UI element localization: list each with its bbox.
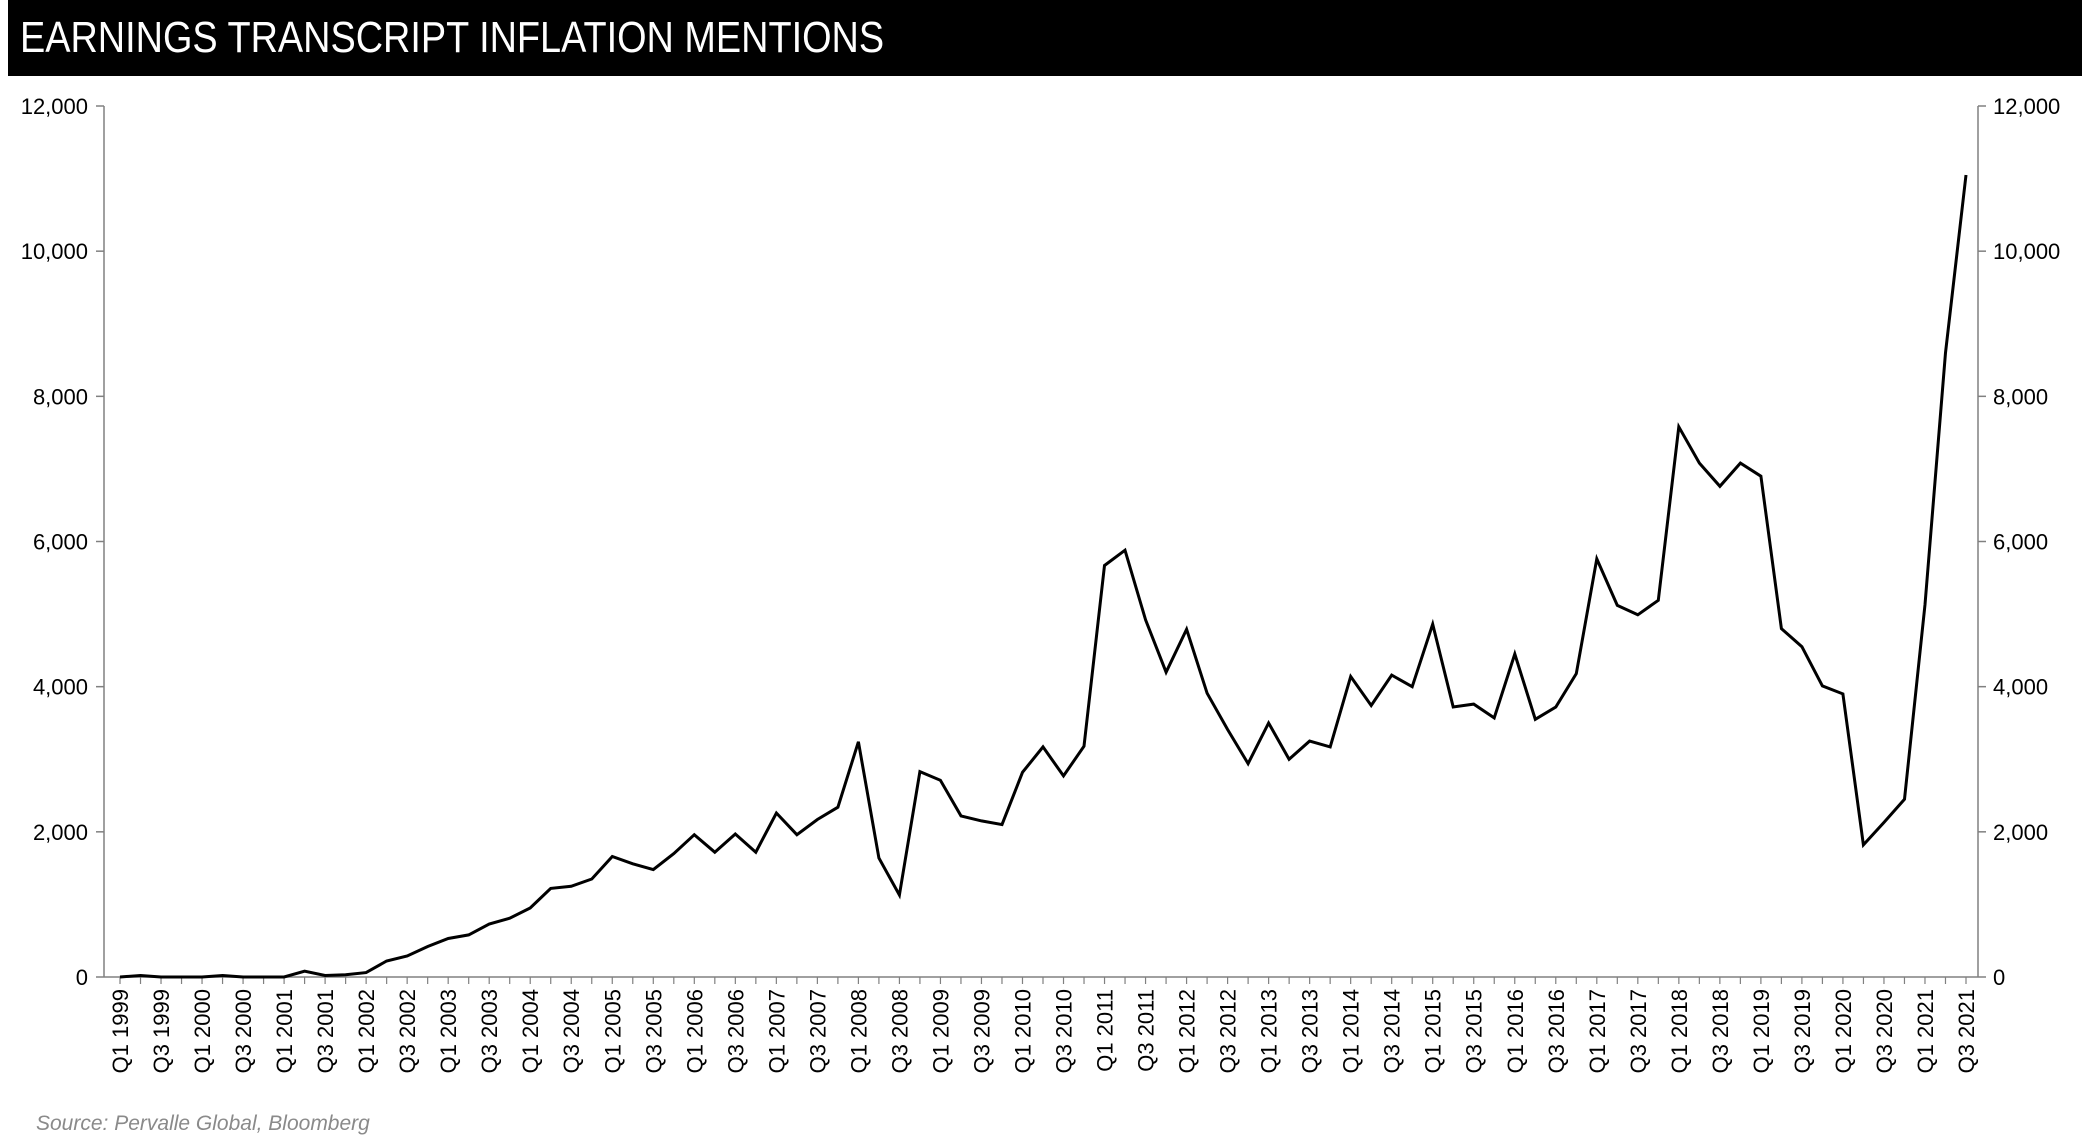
x-tick-label: Q1 2017 (1585, 989, 1610, 1073)
x-tick-label: Q3 2014 (1380, 989, 1405, 1073)
y-tick-label-right: 2,000 (1993, 820, 2048, 845)
x-tick-label: Q3 2003 (477, 989, 502, 1073)
y-tick-label-left: 0 (76, 965, 88, 990)
x-tick-label: Q1 2001 (272, 989, 297, 1073)
y-tick-label-left: 6,000 (33, 530, 88, 555)
x-tick-label: Q3 2011 (1134, 989, 1159, 1072)
x-tick-label: Q3 2018 (1708, 989, 1733, 1073)
y-tick-label-right: 8,000 (1993, 384, 2048, 409)
y-tick-label-right: 12,000 (1993, 94, 2060, 119)
x-tick-label: Q1 2021 (1913, 989, 1938, 1073)
y-tick-label-left: 10,000 (21, 239, 88, 264)
x-tick-label: Q1 2008 (846, 989, 871, 1073)
x-tick-label: Q3 1999 (149, 989, 174, 1073)
x-tick-label: Q3 2010 (1052, 989, 1077, 1073)
x-tick-label: Q3 2013 (1298, 989, 1323, 1073)
x-tick-label: Q1 2009 (928, 989, 953, 1073)
x-tick-label: Q1 2003 (436, 989, 461, 1073)
source-note: Source: Pervalle Global, Bloomberg (36, 1112, 370, 1135)
x-tick-label: Q1 2020 (1831, 989, 1856, 1073)
chart-title: EARNINGS TRANSCRIPT INFLATION MENTIONS (20, 13, 885, 62)
x-tick-label: Q3 2009 (969, 989, 994, 1073)
x-tick-label: Q1 2006 (682, 989, 707, 1073)
x-tick-label: Q1 2005 (600, 989, 625, 1073)
x-tick-label: Q1 2015 (1421, 989, 1446, 1073)
y-tick-label-left: 8,000 (33, 384, 88, 409)
x-tick-label: Q3 2007 (805, 989, 830, 1073)
x-tick-label: Q1 2000 (190, 989, 215, 1073)
y-tick-label-right: 10,000 (1993, 239, 2060, 264)
x-tick-label: Q3 2006 (723, 989, 748, 1073)
y-tick-label-right: 6,000 (1993, 530, 2048, 555)
x-tick-label: Q3 2017 (1626, 989, 1651, 1073)
y-tick-label-left: 12,000 (21, 94, 88, 119)
x-tick-label: Q3 2008 (887, 989, 912, 1073)
x-tick-label: Q1 2010 (1010, 989, 1035, 1073)
x-tick-label: Q1 2018 (1667, 989, 1692, 1073)
x-tick-label: Q3 2015 (1462, 989, 1487, 1073)
y-tick-label-left: 2,000 (33, 820, 88, 845)
x-tick-label: Q3 2019 (1790, 989, 1815, 1073)
y-tick-label-right: 0 (1993, 965, 2005, 990)
x-tick-label: Q1 2007 (764, 989, 789, 1073)
x-tick-label: Q1 2011 (1093, 989, 1118, 1072)
series-line (119, 174, 1968, 979)
x-tick-label: Q3 2004 (559, 989, 584, 1073)
x-tick-label: Q1 2004 (518, 989, 543, 1073)
x-tick-label: Q1 1999 (108, 989, 133, 1073)
x-tick-label: Q1 2013 (1257, 989, 1282, 1073)
y-tick-label-left: 4,000 (33, 675, 88, 700)
x-tick-label: Q1 2012 (1175, 989, 1200, 1073)
x-tick-label: Q1 2014 (1339, 989, 1364, 1073)
x-tick-label: Q3 2000 (231, 989, 256, 1073)
x-tick-label: Q1 2016 (1503, 989, 1528, 1073)
x-tick-label: Q3 2001 (313, 989, 338, 1073)
y-tick-label-right: 4,000 (1993, 675, 2048, 700)
x-tick-label: Q3 2016 (1544, 989, 1569, 1073)
x-tick-label: Q3 2002 (395, 989, 420, 1073)
x-tick-label: Q3 2005 (641, 989, 666, 1073)
title-bar: EARNINGS TRANSCRIPT INFLATION MENTIONS (8, 0, 2082, 76)
x-tick-label: Q3 2020 (1872, 989, 1897, 1073)
x-tick-label: Q3 2012 (1216, 989, 1241, 1073)
x-tick-label: Q3 2021 (1954, 989, 1979, 1073)
x-tick-label: Q1 2019 (1749, 989, 1774, 1073)
x-tick-label: Q1 2002 (354, 989, 379, 1073)
